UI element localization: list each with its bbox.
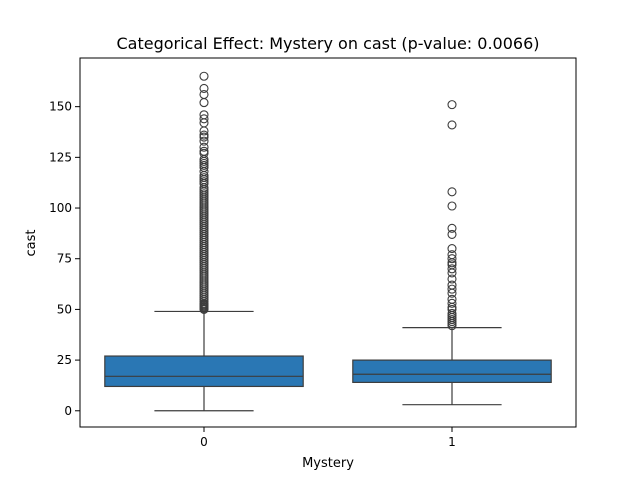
- plot-area: 0 25 50 75 100 125 150 0 1: [49, 57, 577, 449]
- y-tick-label: 100: [49, 201, 72, 215]
- outlier-point: [447, 250, 457, 260]
- x-tick-label: 1: [448, 435, 456, 449]
- outlier-point: [447, 223, 457, 233]
- outlier-point: [199, 146, 209, 156]
- outlier-point: [199, 136, 209, 146]
- outlier-point: [447, 284, 457, 294]
- y-tick-label: 75: [57, 252, 72, 266]
- outlier-point: [447, 298, 457, 308]
- outlier-point: [199, 142, 209, 152]
- outlier-point: [447, 201, 457, 211]
- outlier-point: [447, 100, 457, 110]
- outlier-point: [199, 89, 209, 100]
- outlier-point: [447, 120, 457, 130]
- y-tick-label: 125: [49, 150, 72, 164]
- outlier-point: [447, 254, 457, 264]
- outlier-point: [447, 229, 457, 239]
- box-iqr: [352, 359, 552, 383]
- outlier-point: [447, 280, 457, 290]
- outlier-point: [199, 130, 209, 140]
- outlier-point: [199, 114, 209, 124]
- outlier-point: [447, 274, 457, 284]
- box-iqr: [104, 355, 304, 388]
- y-tick-label: 50: [57, 302, 72, 316]
- y-tick-label: 150: [49, 100, 72, 114]
- outlier-point: [447, 264, 457, 274]
- y-axis-label: cast: [24, 230, 39, 257]
- outlier-point: [447, 308, 457, 319]
- x-axis-label: Mystery: [302, 456, 354, 471]
- outlier-point: [199, 110, 209, 120]
- y-tick-label: 0: [64, 404, 72, 418]
- outlier-point: [199, 71, 209, 81]
- axes-frame: [79, 57, 577, 428]
- outlier-point: [447, 294, 457, 304]
- outlier-point: [447, 244, 457, 254]
- x-tick-label: 0: [200, 435, 208, 449]
- outlier-point: [447, 187, 457, 197]
- chart-title: Categorical Effect: Mystery on cast (p-v…: [116, 34, 539, 53]
- outlier-point: [199, 83, 209, 93]
- y-tick-label: 25: [57, 353, 72, 367]
